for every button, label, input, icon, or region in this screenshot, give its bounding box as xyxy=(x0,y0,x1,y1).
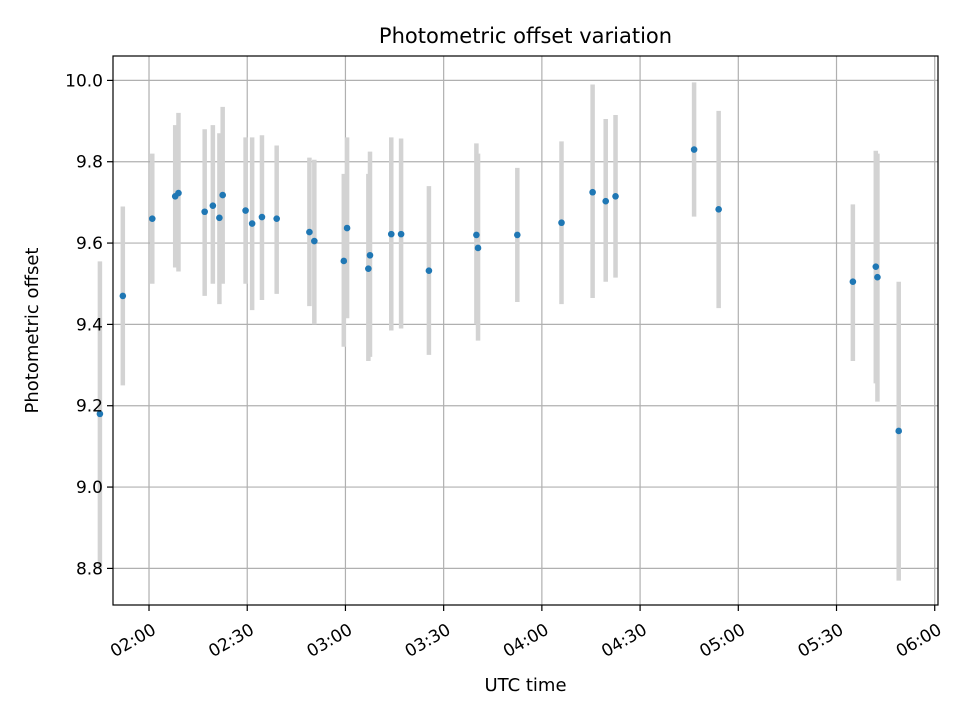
data-point xyxy=(849,278,857,286)
data-point xyxy=(343,224,351,232)
data-point xyxy=(340,257,348,265)
plot-frame xyxy=(112,55,939,606)
y-tick-label: 10.0 xyxy=(65,71,103,91)
data-point xyxy=(558,219,565,227)
x-axis-label: UTC time xyxy=(484,675,566,696)
x-tick-label: 04:00 xyxy=(500,620,552,662)
data-point xyxy=(148,215,156,222)
data-points xyxy=(96,146,903,435)
data-point xyxy=(387,230,395,238)
data-point xyxy=(895,427,903,435)
y-tick-label: 9.0 xyxy=(76,478,103,498)
data-point xyxy=(209,202,217,209)
data-point xyxy=(365,265,372,272)
data-point xyxy=(602,197,610,205)
data-point xyxy=(366,251,374,259)
data-point xyxy=(311,237,318,245)
x-tick-label: 05:30 xyxy=(795,620,847,662)
data-point xyxy=(715,206,722,213)
data-point xyxy=(473,231,480,239)
x-tick-label: 05:00 xyxy=(696,620,748,662)
data-point xyxy=(690,146,698,153)
x-tick-label: 03:00 xyxy=(304,620,356,662)
data-point xyxy=(474,244,482,252)
y-tick-label: 9.4 xyxy=(76,315,103,335)
data-point xyxy=(258,213,266,221)
x-tick-label: 02:00 xyxy=(107,620,159,662)
data-point xyxy=(306,228,313,236)
y-gridlines xyxy=(113,79,938,570)
data-point xyxy=(514,231,521,239)
error-bars xyxy=(97,82,901,581)
y-tick-label: 9.2 xyxy=(76,397,103,417)
y-tick-label: 9.8 xyxy=(76,153,103,173)
data-point xyxy=(425,267,433,275)
data-point xyxy=(175,189,182,197)
x-tick-label: 02:30 xyxy=(205,620,257,662)
y-tick-label: 9.6 xyxy=(76,234,103,254)
data-point xyxy=(216,214,223,222)
data-point xyxy=(248,220,256,227)
data-point xyxy=(119,292,127,300)
data-point xyxy=(397,230,405,238)
y-tick-label: 8.8 xyxy=(76,559,103,579)
chart-title: Photometric offset variation xyxy=(379,24,672,48)
data-point xyxy=(872,263,880,270)
data-point xyxy=(242,207,249,214)
y-axis-label: Photometric offset xyxy=(22,248,43,414)
data-point xyxy=(273,215,280,222)
data-point xyxy=(96,410,104,418)
data-point xyxy=(589,188,596,196)
data-point xyxy=(219,191,226,199)
x-tick-label: 03:30 xyxy=(402,620,454,662)
data-point xyxy=(201,208,208,216)
x-tick-label: 04:30 xyxy=(598,620,650,662)
x-axis-ticks: 02:00 02:30 03:00 03:30 04:00 04:30 05:00 05:30… xyxy=(107,605,945,662)
x-tick-label: 06:00 xyxy=(893,620,945,662)
data-point xyxy=(612,193,619,200)
x-gridlines xyxy=(148,56,936,605)
data-point xyxy=(874,273,881,281)
y-axis-ticks: 8.8 9.0 9.2 9.4 9.6 9.8 10.0 xyxy=(65,71,113,579)
